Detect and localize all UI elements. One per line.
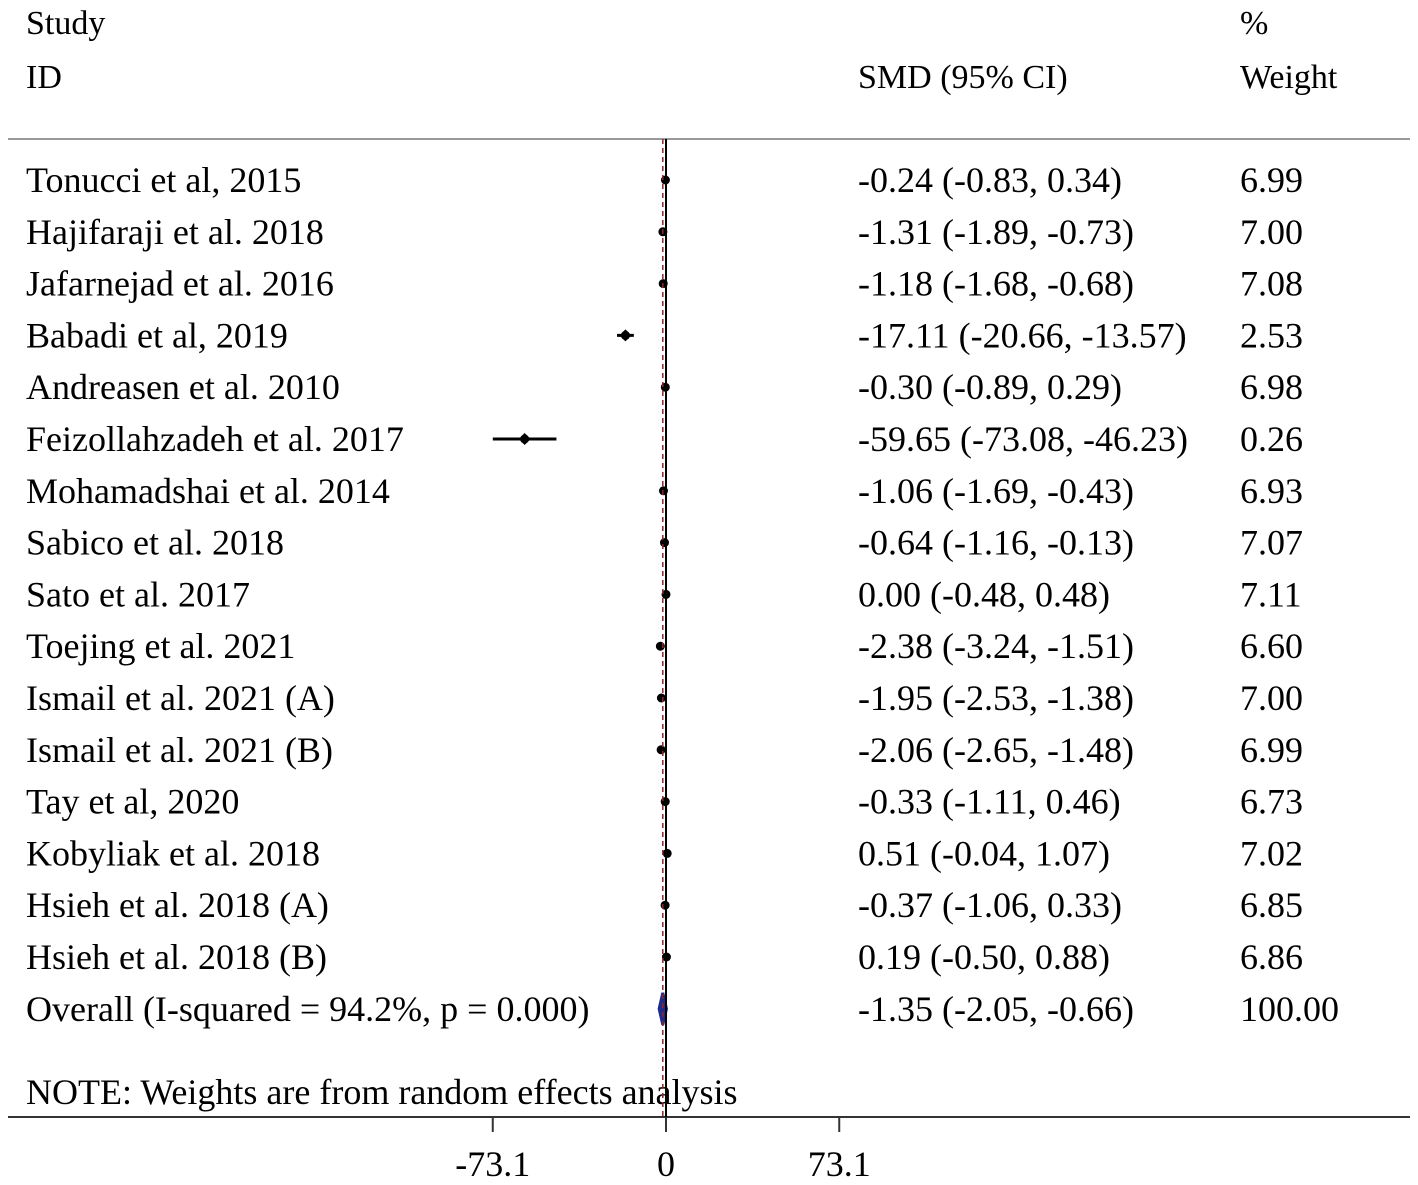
study-label: Kobyliak et al. 2018 — [26, 833, 320, 873]
study-label: Tonucci et al, 2015 — [26, 160, 301, 200]
study-label: Tay et al, 2020 — [26, 782, 239, 822]
weight-text: 7.02 — [1240, 833, 1303, 873]
smd-ci-text: 0.00 (-0.48, 0.48) — [858, 574, 1110, 614]
weight-text: 6.98 — [1240, 367, 1303, 407]
study-row: Feizollahzadeh et al. 2017 -59.65 (-73.08… — [26, 419, 1303, 459]
study-row: Ismail et al. 2021 (B) -2.06 (-2.65, -1.4… — [26, 730, 1303, 770]
study-row: Hajifaraji et al. 2018 -1.31 (-1.89, -0.7… — [26, 212, 1303, 252]
smd-ci-text: -0.33 (-1.11, 0.46) — [858, 782, 1121, 822]
header-percent: % — [1240, 5, 1268, 42]
study-label: Toejing et al. 2021 — [26, 626, 295, 666]
header-id: ID — [26, 59, 62, 96]
weight-text: 100.00 — [1240, 989, 1339, 1029]
smd-ci-text: -17.11 (-20.66, -13.57) — [858, 315, 1187, 355]
weight-text: 7.08 — [1240, 264, 1303, 304]
header-smd: SMD (95% CI) — [858, 59, 1068, 96]
point-estimate — [656, 693, 666, 703]
study-label: Hsieh et al. 2018 (A) — [26, 885, 329, 925]
weight-text: 2.53 — [1240, 315, 1303, 355]
study-label: Sabico et al. 2018 — [26, 523, 284, 563]
weights-note: NOTE: Weights are from random effects an… — [26, 1072, 738, 1112]
study-row: Tay et al, 2020 -0.33 (-1.11, 0.46) 6.73 — [26, 782, 1303, 822]
study-label: Hsieh et al. 2018 (B) — [26, 937, 327, 977]
study-row: Mohamadshai et al. 2014 -1.06 (-1.69, -0.… — [26, 471, 1303, 511]
study-row: Hsieh et al. 2018 (A) -0.37 (-1.06, 0.33)… — [26, 885, 1303, 925]
study-row: Toejing et al. 2021 -2.38 (-3.24, -1.51) 6… — [26, 626, 1303, 666]
weight-text: 7.00 — [1240, 678, 1303, 718]
study-label: Overall (I-squared = 94.2%, p = 0.000) — [26, 989, 589, 1029]
point-estimate — [662, 848, 672, 858]
weight-text: 7.00 — [1240, 212, 1303, 252]
smd-ci-text: 0.19 (-0.50, 0.88) — [858, 937, 1110, 977]
smd-ci-text: -1.06 (-1.69, -0.43) — [858, 471, 1134, 511]
smd-ci-text: -0.30 (-0.89, 0.29) — [858, 367, 1122, 407]
study-row: Babadi et al, 2019 -17.11 (-20.66, -13.57… — [26, 315, 1303, 355]
weight-text: 6.99 — [1240, 160, 1303, 200]
weight-text: 6.60 — [1240, 626, 1303, 666]
study-row: Sabico et al. 2018 -0.64 (-1.16, -0.13) 7.… — [26, 523, 1303, 563]
smd-ci-text: -2.38 (-3.24, -1.51) — [858, 626, 1134, 666]
point-estimate — [659, 538, 669, 548]
weight-text: 6.86 — [1240, 937, 1303, 977]
point-estimate-diamond — [619, 329, 632, 342]
weight-text: 6.99 — [1240, 730, 1303, 770]
study-row: Hsieh et al. 2018 (B) 0.19 (-0.50, 0.88) 6… — [26, 937, 1303, 977]
x-tick-label: -73.1 — [455, 1144, 530, 1184]
study-row: Jafarnejad et al. 2016 -1.18 (-1.68, -0.6… — [26, 264, 1303, 304]
study-label: Sato et al. 2017 — [26, 574, 250, 614]
study-rows: Tonucci et al, 2015 -0.24 (-0.83, 0.34) 6.… — [26, 160, 1339, 1029]
weight-text: 6.85 — [1240, 885, 1303, 925]
weight-text: 7.07 — [1240, 523, 1303, 563]
point-estimate — [656, 745, 666, 755]
smd-ci-text: -59.65 (-73.08, -46.23) — [858, 419, 1188, 459]
study-label: Andreasen et al. 2010 — [26, 367, 340, 407]
point-estimate-diamond — [518, 433, 531, 445]
x-tick-label: 73.1 — [808, 1144, 871, 1184]
study-label: Jafarnejad et al. 2016 — [26, 264, 334, 304]
weight-text: 6.93 — [1240, 471, 1303, 511]
smd-ci-text: -1.18 (-1.68, -0.68) — [858, 264, 1134, 304]
study-label: Mohamadshai et al. 2014 — [26, 471, 390, 511]
header-study: Study — [26, 5, 105, 42]
smd-ci-text: -0.24 (-0.83, 0.34) — [858, 160, 1122, 200]
study-label: Feizollahzadeh et al. 2017 — [26, 419, 404, 459]
weight-text: 6.73 — [1240, 782, 1303, 822]
study-label: Babadi et al, 2019 — [26, 315, 288, 355]
study-label: Hajifaraji et al. 2018 — [26, 212, 324, 252]
study-row: Andreasen et al. 2010 -0.30 (-0.89, 0.29)… — [26, 367, 1303, 407]
smd-ci-text: -1.35 (-2.05, -0.66) — [858, 989, 1134, 1029]
smd-ci-text: -0.37 (-1.06, 0.33) — [858, 885, 1122, 925]
x-axis-ticks: -73.1 0 73.1 — [455, 1117, 871, 1184]
smd-ci-text: -1.95 (-2.53, -1.38) — [858, 678, 1134, 718]
smd-ci-text: -2.06 (-2.65, -1.48) — [858, 730, 1134, 770]
smd-ci-text: -0.64 (-1.16, -0.13) — [858, 523, 1134, 563]
weight-text: 0.26 — [1240, 419, 1303, 459]
study-row: Kobyliak et al. 2018 0.51 (-0.04, 1.07) 7.… — [26, 833, 1303, 873]
smd-ci-text: -1.31 (-1.89, -0.73) — [858, 212, 1134, 252]
overall-row: Overall (I-squared = 94.2%, p = 0.000) -1… — [26, 989, 1339, 1029]
weight-text: 7.11 — [1240, 574, 1302, 614]
study-label: Ismail et al. 2021 (B) — [26, 730, 333, 770]
x-tick-label: 0 — [657, 1144, 675, 1184]
study-row: Tonucci et al, 2015 -0.24 (-0.83, 0.34) 6.… — [26, 160, 1303, 200]
study-label: Ismail et al. 2021 (A) — [26, 678, 335, 718]
study-row: Sato et al. 2017 0.00 (-0.48, 0.48) 7.11 — [26, 574, 1302, 614]
header-weight: Weight — [1240, 59, 1338, 96]
study-row: Ismail et al. 2021 (A) -1.95 (-2.53, -1.3… — [26, 678, 1303, 718]
smd-ci-text: 0.51 (-0.04, 1.07) — [858, 833, 1110, 873]
